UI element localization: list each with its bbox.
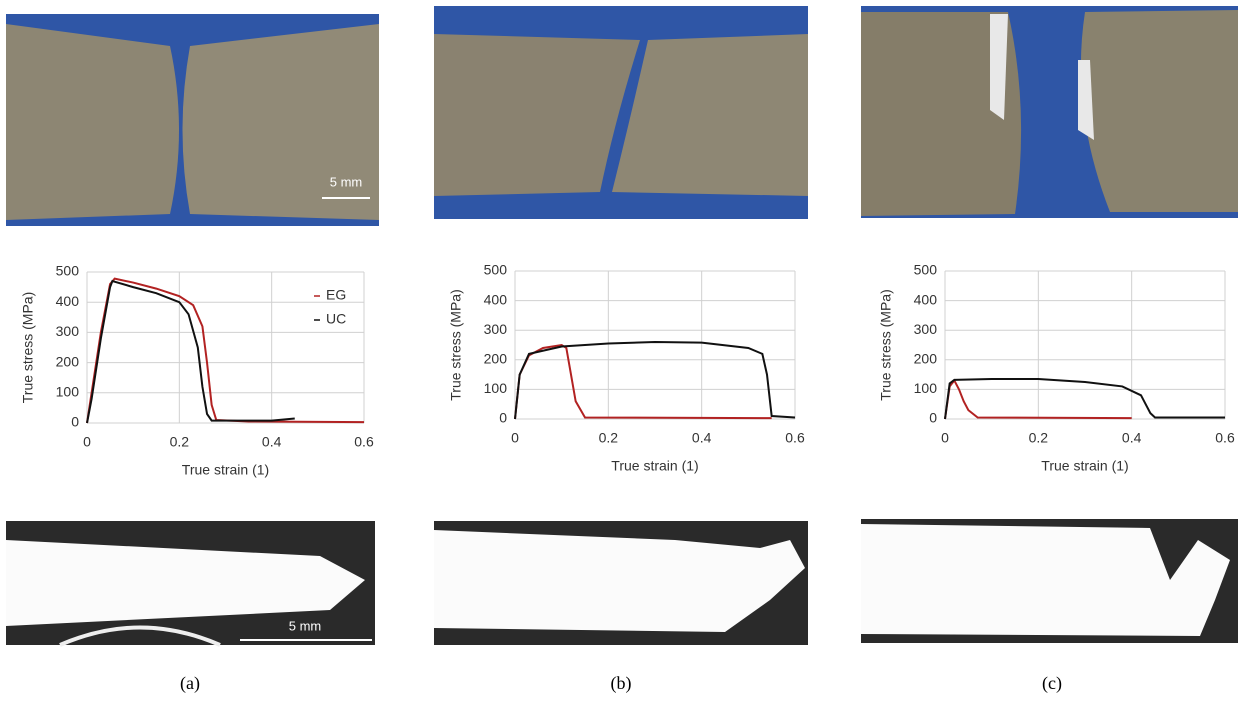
section-photo-c bbox=[861, 519, 1238, 643]
y-tick-label: 500 bbox=[914, 262, 938, 278]
y-tick-label: 500 bbox=[56, 263, 80, 279]
y-tick-label: 300 bbox=[484, 321, 508, 337]
y-tick-label: 100 bbox=[914, 380, 938, 396]
y-tick-label: 200 bbox=[56, 353, 80, 369]
series-line bbox=[944, 378, 1225, 420]
fracture-photo-c bbox=[861, 6, 1238, 218]
x-tick-label: 0 bbox=[83, 434, 91, 450]
section-photo-b bbox=[434, 521, 808, 645]
y-tick-label: 0 bbox=[929, 410, 937, 426]
y-tick-label: 400 bbox=[56, 293, 80, 309]
x-tick-label: 0.6 bbox=[785, 430, 805, 446]
y-tick-label: 0 bbox=[71, 414, 79, 430]
panel-label: (b) bbox=[611, 673, 632, 694]
x-tick-label: 0.2 bbox=[599, 430, 619, 446]
scale-bar-label: 5 mm bbox=[330, 174, 363, 189]
y-tick-label: 300 bbox=[56, 323, 80, 339]
x-axis-label: True strain (1) bbox=[611, 458, 698, 474]
y-tick-label: 300 bbox=[914, 321, 938, 337]
legend-label: UC bbox=[326, 311, 346, 327]
x-tick-label: 0.2 bbox=[1029, 430, 1049, 446]
panel-label: (a) bbox=[180, 673, 200, 694]
y-tick-label: 400 bbox=[484, 291, 508, 307]
section-photo-a: 5 mm bbox=[6, 521, 375, 647]
y-axis-label: True stress (MPa) bbox=[20, 292, 36, 404]
x-tick-label: 0.4 bbox=[262, 434, 282, 450]
y-axis-label: True stress (MPa) bbox=[878, 289, 894, 401]
x-axis-label: True strain (1) bbox=[182, 462, 269, 478]
series-line bbox=[514, 343, 772, 420]
x-tick-label: 0.4 bbox=[1122, 430, 1142, 446]
section-scale-bar-label: 5 mm bbox=[289, 618, 322, 633]
series-line bbox=[86, 277, 365, 424]
y-axis-label: True stress (MPa) bbox=[448, 289, 464, 401]
x-tick-label: 0.6 bbox=[354, 434, 374, 450]
series-line bbox=[514, 341, 796, 420]
x-tick-label: 0 bbox=[511, 430, 519, 446]
y-tick-label: 100 bbox=[56, 384, 80, 400]
x-tick-label: 0.6 bbox=[1215, 430, 1235, 446]
legend-label: EG bbox=[326, 287, 346, 303]
x-tick-label: 0.2 bbox=[170, 434, 190, 450]
x-tick-label: 0 bbox=[941, 430, 949, 446]
y-tick-label: 0 bbox=[499, 410, 507, 426]
series-line bbox=[86, 279, 295, 424]
panel-label: (c) bbox=[1042, 673, 1062, 694]
y-tick-label: 100 bbox=[484, 380, 508, 396]
y-tick-label: 500 bbox=[484, 262, 508, 278]
y-tick-label: 200 bbox=[484, 351, 508, 367]
x-tick-label: 0.4 bbox=[692, 430, 712, 446]
fracture-photo-b bbox=[434, 6, 808, 219]
y-tick-label: 400 bbox=[914, 291, 938, 307]
x-axis-label: True strain (1) bbox=[1041, 458, 1128, 474]
series-line bbox=[944, 378, 1132, 420]
fracture-photo-a: 5 mm bbox=[6, 14, 379, 226]
y-tick-label: 200 bbox=[914, 351, 938, 367]
